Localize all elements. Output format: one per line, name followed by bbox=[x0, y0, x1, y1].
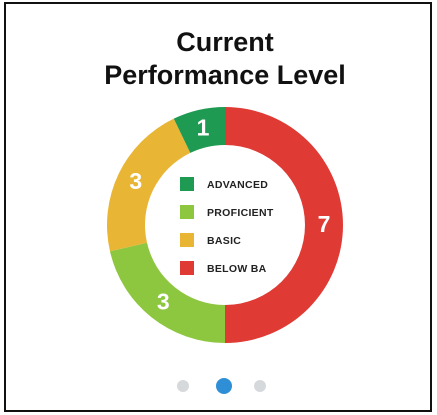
legend-swatch bbox=[180, 177, 194, 191]
value-label: 1 bbox=[197, 115, 210, 141]
donut: 7 3 3 1 ADVANCED PROFICIENT BASIC BELOW BA bbox=[106, 107, 343, 343]
value-label: 3 bbox=[157, 288, 170, 314]
chart-title: Current bbox=[176, 27, 274, 57]
value-label: 7 bbox=[318, 211, 331, 237]
pager bbox=[177, 378, 266, 394]
page-dot[interactable] bbox=[254, 380, 266, 392]
page-dot-active[interactable] bbox=[216, 378, 232, 394]
legend-label: BASIC bbox=[207, 235, 241, 247]
legend-swatch bbox=[180, 233, 194, 247]
donut-segment bbox=[173, 107, 225, 153]
donut-segment bbox=[109, 242, 225, 343]
value-label: 3 bbox=[129, 168, 142, 194]
legend-label: BELOW BA bbox=[207, 263, 267, 275]
legend-label: PROFICIENT bbox=[207, 207, 274, 219]
legend-swatch bbox=[180, 261, 194, 275]
legend: ADVANCED PROFICIENT BASIC BELOW BA bbox=[180, 177, 274, 275]
page-dot[interactable] bbox=[177, 380, 189, 392]
legend-swatch bbox=[180, 205, 194, 219]
donut-segment bbox=[106, 118, 191, 252]
frame bbox=[4, 2, 432, 412]
donut-segment bbox=[225, 107, 343, 343]
chart-title: Performance Level bbox=[104, 60, 346, 90]
legend-label: ADVANCED bbox=[207, 179, 268, 191]
